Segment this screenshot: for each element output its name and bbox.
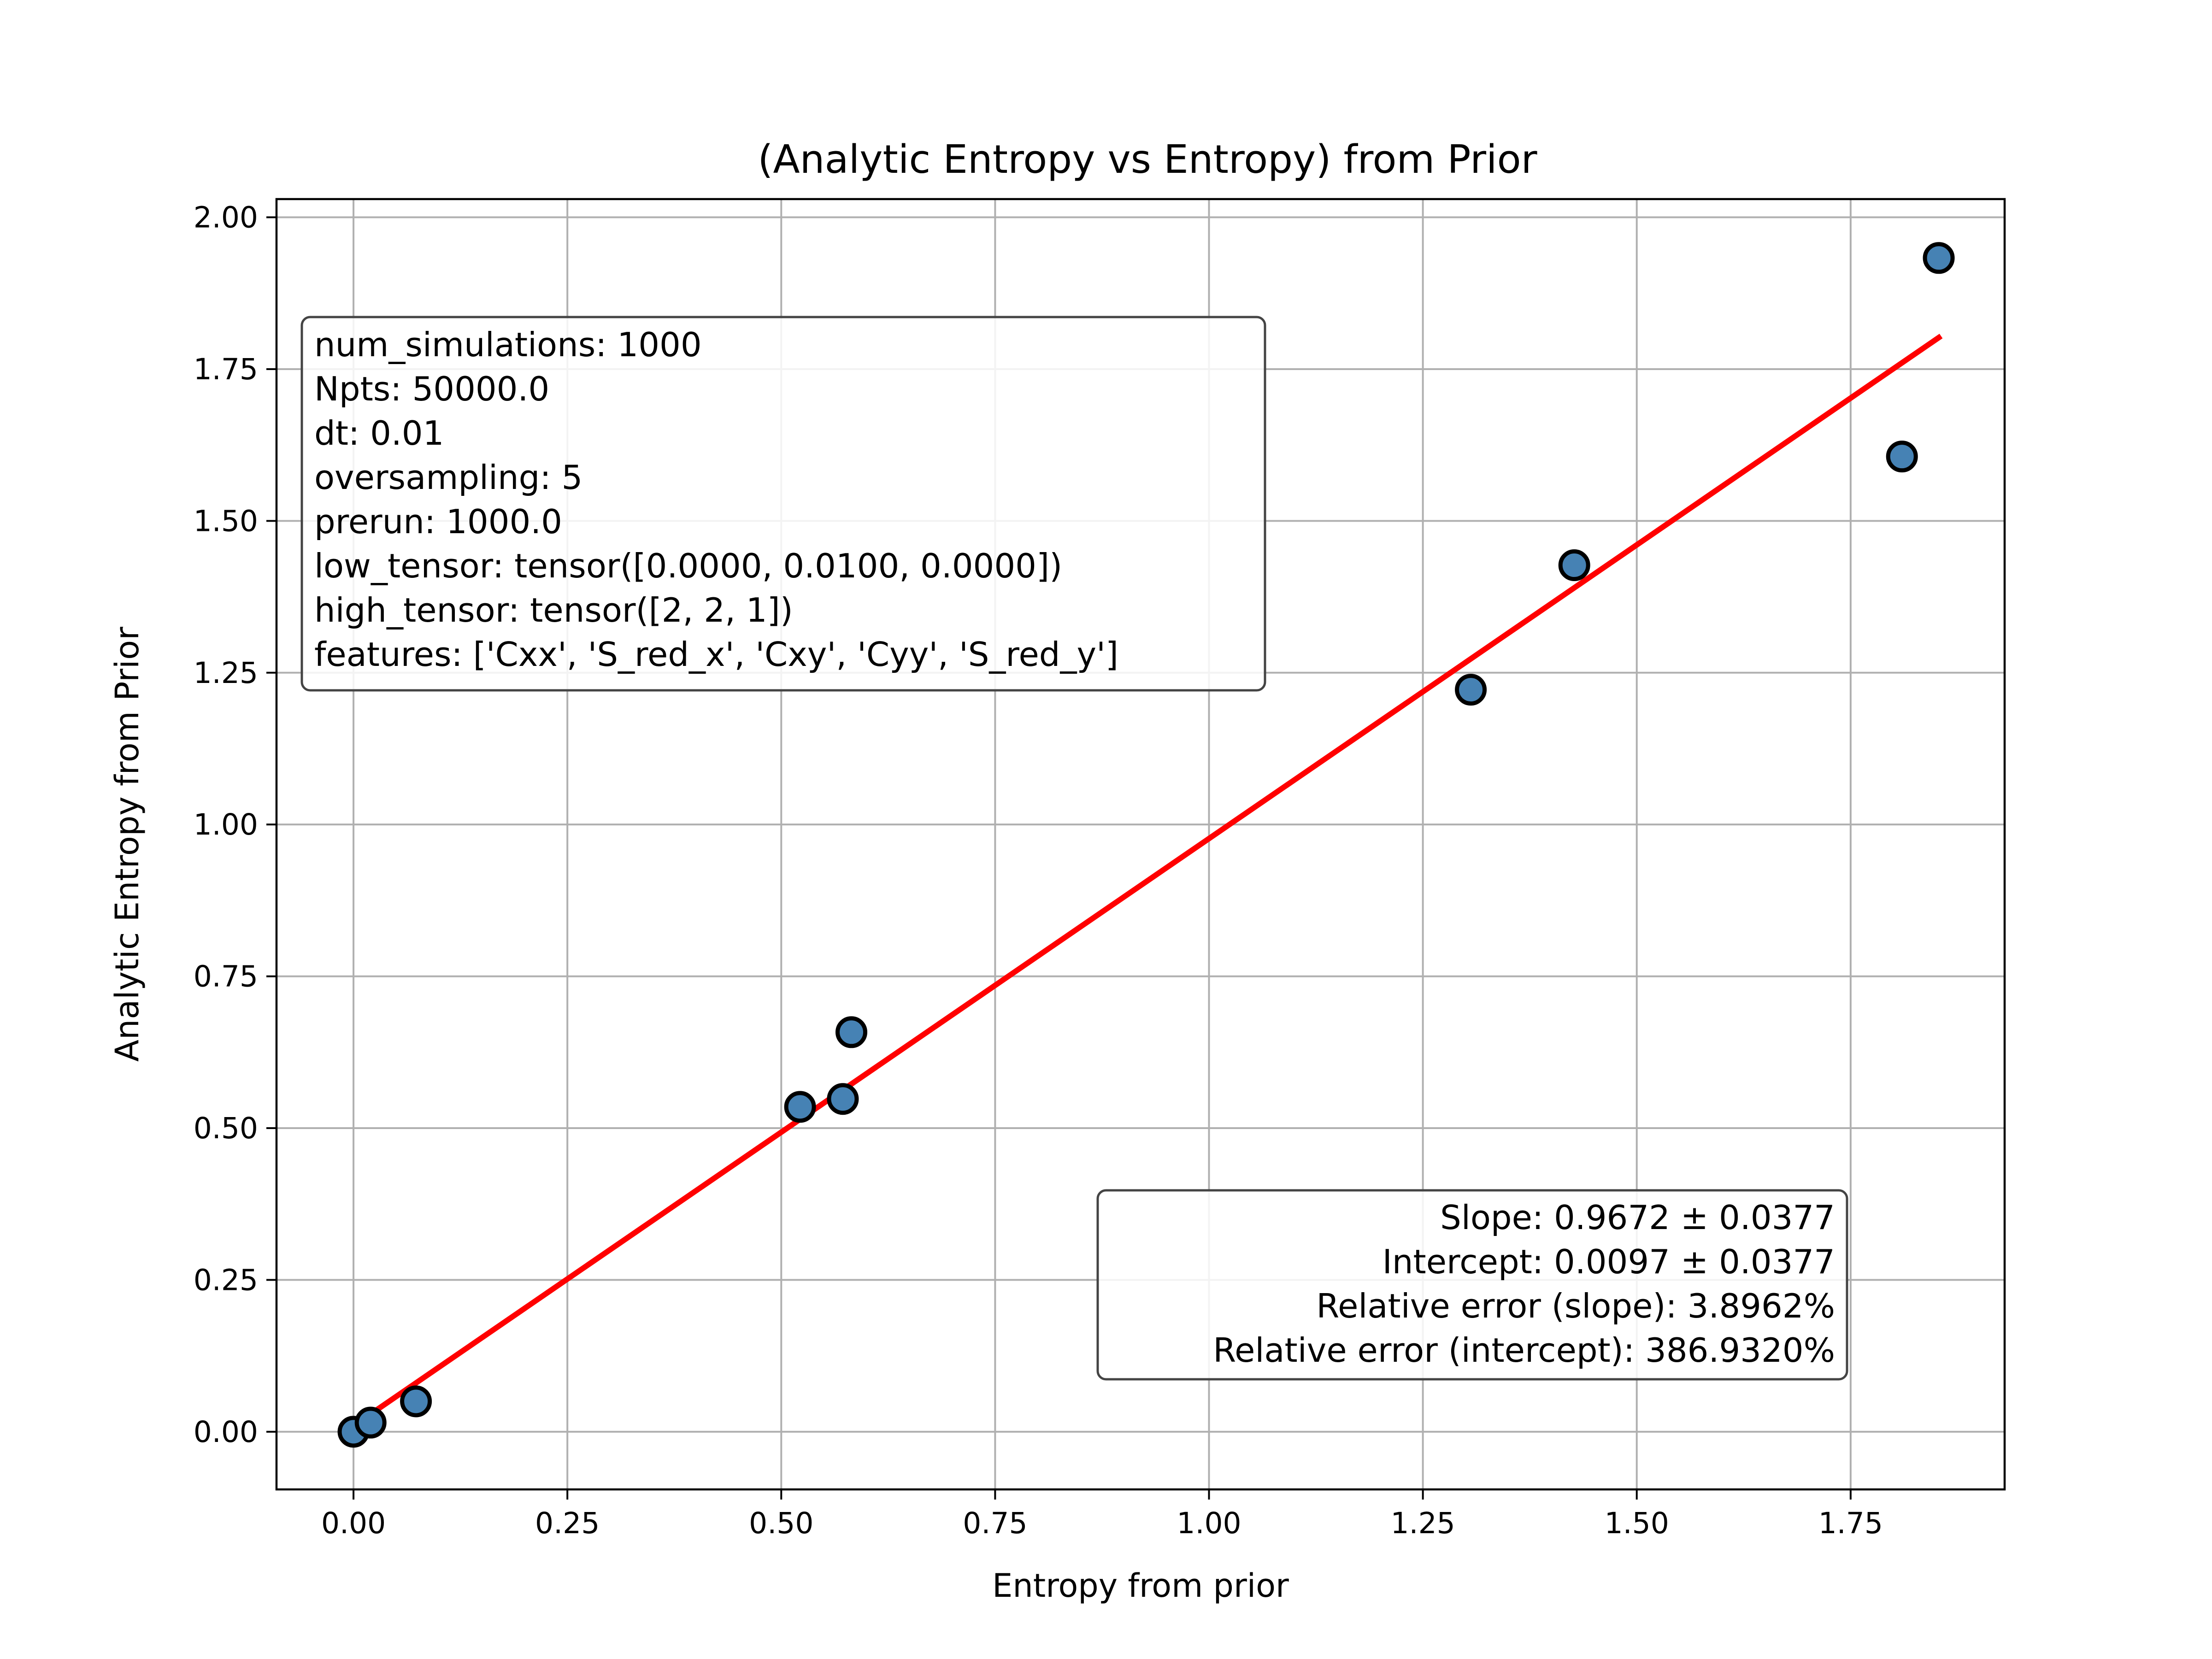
y-tick-label: 0.75 [194, 960, 258, 994]
params-box-frame [300, 316, 1266, 692]
data-points [337, 242, 1955, 1448]
x-tick-label: 1.00 [1177, 1506, 1241, 1540]
y-tick-label: 1.25 [194, 656, 258, 690]
x-tick-label: 1.50 [1605, 1506, 1669, 1540]
y-tick-label: 0.00 [194, 1415, 258, 1449]
data-point [1455, 674, 1487, 706]
x-tick-label: 1.25 [1390, 1506, 1455, 1540]
params-line-5: prerun: 1000.0 [314, 502, 562, 541]
params-box: num_simulations: 1000 Npts: 50000.0 dt: … [300, 316, 1266, 692]
plot-frame [275, 198, 2006, 1491]
x-axis-ticks: 0.00 0.25 0.50 0.75 1.00 1.25 1.50 1.75 [321, 1489, 1883, 1540]
fit-line [349, 334, 1943, 1430]
params-line-8: features: ['Cxx', 'S_red_x', 'Cxy', 'Cyy… [314, 635, 1118, 674]
y-tick-label: 0.25 [194, 1263, 258, 1297]
fit-line-layer [349, 334, 1943, 1430]
fit-stats-box: Slope: 0.9672 ± 0.0377 Intercept: 0.0097… [1096, 1189, 1848, 1381]
x-tick-label: 0.75 [963, 1506, 1027, 1540]
y-tick-label: 0.50 [194, 1112, 258, 1145]
data-point [835, 1016, 868, 1048]
params-line-1: num_simulations: 1000 [314, 325, 702, 364]
fit-slope-text: Slope: 0.9672 ± 0.0377 [1440, 1198, 1835, 1237]
data-point [1558, 549, 1590, 582]
fit-intercept-text: Intercept: 0.0097 ± 0.0377 [1382, 1242, 1835, 1281]
y-axis-ticks: 0.00 0.25 0.50 0.75 1.00 1.25 1.50 1.75 2.00 [194, 201, 276, 1449]
x-tick-label: 0.25 [535, 1506, 600, 1540]
y-axis-label: Analytic Entropy from Prior [108, 627, 146, 1062]
fit-slope-error-text: Relative error (slope): 3.8962% [1316, 1287, 1835, 1325]
x-tick-label: 1.75 [1818, 1506, 1883, 1540]
params-line-4: oversampling: 5 [314, 458, 582, 497]
y-tick-label: 1.75 [194, 353, 258, 386]
x-axis-label: Entropy from prior [992, 1567, 1289, 1605]
x-tick-label: 0.50 [749, 1506, 813, 1540]
data-point [784, 1091, 816, 1123]
fit-stats-box-frame [1096, 1189, 1848, 1381]
x-tick-label: 0.00 [321, 1506, 386, 1540]
y-tick-label: 2.00 [194, 201, 258, 235]
params-line-7: high_tensor: tensor([2, 2, 1]) [314, 591, 793, 629]
data-point [827, 1083, 859, 1115]
y-tick-label: 1.50 [194, 504, 258, 538]
data-point [400, 1385, 432, 1418]
chart-title: (Analytic Entropy vs Entropy) from Prior [758, 137, 1537, 182]
params-line-2: Npts: 50000.0 [314, 370, 549, 408]
data-point [1923, 242, 1955, 274]
fit-intercept-error-text: Relative error (intercept): 386.9320% [1213, 1331, 1835, 1370]
data-point [354, 1406, 387, 1439]
params-line-3: dt: 0.01 [314, 414, 444, 453]
data-point [1886, 441, 1918, 473]
y-tick-label: 1.00 [194, 808, 258, 841]
params-line-6: low_tensor: tensor([0.0000, 0.0100, 0.00… [314, 547, 1062, 585]
